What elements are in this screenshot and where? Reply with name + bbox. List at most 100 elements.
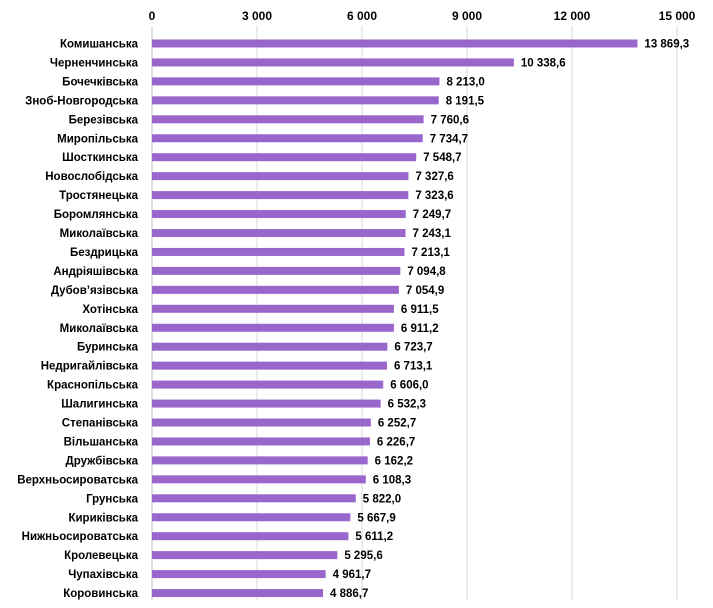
value-label: 7 327,6 — [415, 171, 453, 183]
bar — [152, 399, 381, 408]
bar — [152, 285, 399, 294]
category-label: Миколаївська — [60, 228, 139, 240]
category-label: Коровинська — [63, 588, 138, 600]
category-label: Бочечківська — [62, 76, 138, 88]
category-label: Верхньосироватська — [17, 474, 138, 486]
category-label: Недригайлівська — [41, 361, 139, 373]
bar — [152, 247, 405, 256]
category-label: Шосткинська — [62, 152, 138, 164]
value-label: 10 338,6 — [521, 57, 566, 69]
category-label: Нижньосироватська — [22, 531, 139, 543]
bar — [152, 456, 368, 465]
category-label: Бездрицька — [70, 247, 139, 259]
bar — [152, 58, 514, 67]
bar — [152, 172, 409, 181]
value-label: 6 713,1 — [394, 361, 433, 373]
value-label: 6 723,7 — [394, 342, 432, 354]
category-label: Грунська — [86, 493, 139, 505]
bar — [152, 513, 351, 522]
bar — [152, 532, 349, 541]
category-label: Дубов’язівська — [51, 285, 139, 297]
value-label: 7 249,7 — [413, 209, 451, 221]
value-label: 6 108,3 — [373, 474, 411, 486]
bar — [152, 494, 356, 503]
value-label: 5 611,2 — [355, 531, 393, 543]
bar — [152, 342, 388, 351]
x-tick-label: 12 000 — [554, 9, 591, 23]
category-label: Андріяшівська — [53, 266, 138, 278]
bar — [152, 153, 417, 162]
x-tick-label: 15 000 — [659, 9, 696, 23]
bar — [152, 229, 406, 237]
value-label: 13 869,3 — [644, 39, 689, 51]
category-label: Вільшанська — [64, 436, 139, 448]
bar — [152, 589, 324, 598]
value-label: 7 054,9 — [406, 285, 444, 297]
x-tick-label: 0 — [149, 9, 156, 23]
value-label: 7 243,1 — [413, 228, 452, 240]
value-label: 5 295,6 — [344, 550, 382, 562]
bar — [152, 380, 384, 389]
bar — [152, 437, 370, 446]
value-label: 8 213,0 — [446, 76, 484, 88]
value-label: 7 323,6 — [415, 190, 453, 202]
bar — [152, 418, 371, 427]
bar — [152, 266, 401, 275]
category-label: Боромлянська — [54, 209, 139, 221]
value-label: 7 548,7 — [423, 152, 461, 164]
category-label: Миколаївська — [60, 323, 139, 335]
bar — [152, 361, 387, 370]
bar — [152, 323, 394, 332]
value-label: 7 760,6 — [431, 114, 469, 126]
category-label: Комишанська — [60, 39, 139, 51]
x-axis-ticks: 0 3 000 6 000 9 000 12 000 15 000 — [149, 9, 696, 23]
x-tick-label: 6 000 — [347, 9, 377, 23]
value-label: 4 961,7 — [333, 569, 371, 581]
x-tick-label: 3 000 — [242, 9, 272, 23]
x-tick-label: 9 000 — [452, 9, 482, 23]
value-label: 7 213,1 — [411, 247, 450, 259]
bars — [152, 39, 638, 598]
value-label: 6 606,0 — [390, 380, 428, 392]
value-label: 6 911,2 — [401, 323, 439, 335]
bar — [152, 77, 440, 86]
bar — [152, 96, 439, 105]
category-label: Миропільська — [57, 133, 138, 145]
category-labels: Комишанська Черненчинська Бочечківська Зноб… — [17, 39, 138, 601]
category-label: Новослобідська — [45, 171, 138, 183]
category-label: Кириківська — [68, 512, 138, 524]
value-label: 6 532,3 — [388, 399, 426, 411]
bar — [152, 115, 424, 124]
bar — [152, 191, 409, 200]
category-label: Черненчинська — [50, 57, 139, 69]
category-label: Тростянецька — [59, 190, 138, 202]
bar — [152, 551, 338, 560]
bar — [152, 475, 366, 484]
category-label: Зноб-Новгородська — [25, 95, 138, 107]
value-label: 6 911,5 — [401, 304, 439, 316]
bar — [152, 210, 406, 219]
category-label: Березівська — [69, 114, 139, 126]
category-label: Краснопільська — [47, 380, 139, 392]
value-label: 5 822,0 — [363, 493, 401, 505]
value-labels: 13 869,3 10 338,6 8 213,0 8 191,5 7 760,6 7 7… — [330, 39, 689, 601]
category-label: Шалигинська — [61, 399, 138, 411]
bar — [152, 134, 423, 143]
bar — [152, 570, 326, 579]
value-label: 6 252,7 — [378, 418, 416, 430]
value-label: 4 886,7 — [330, 588, 368, 600]
value-label: 5 667,9 — [357, 512, 395, 524]
category-label: Кролевецька — [64, 550, 139, 562]
value-label: 6 226,7 — [377, 436, 415, 448]
category-label: Чупахівська — [68, 569, 138, 581]
value-label: 8 191,5 — [446, 95, 485, 107]
bar — [152, 39, 638, 48]
category-label: Буринська — [77, 342, 139, 354]
value-label: 7 734,7 — [430, 133, 468, 145]
value-label: 6 162,2 — [375, 455, 413, 467]
category-label: Степанівська — [62, 418, 139, 430]
bar — [152, 304, 394, 313]
category-label: Хотінська — [82, 304, 138, 316]
